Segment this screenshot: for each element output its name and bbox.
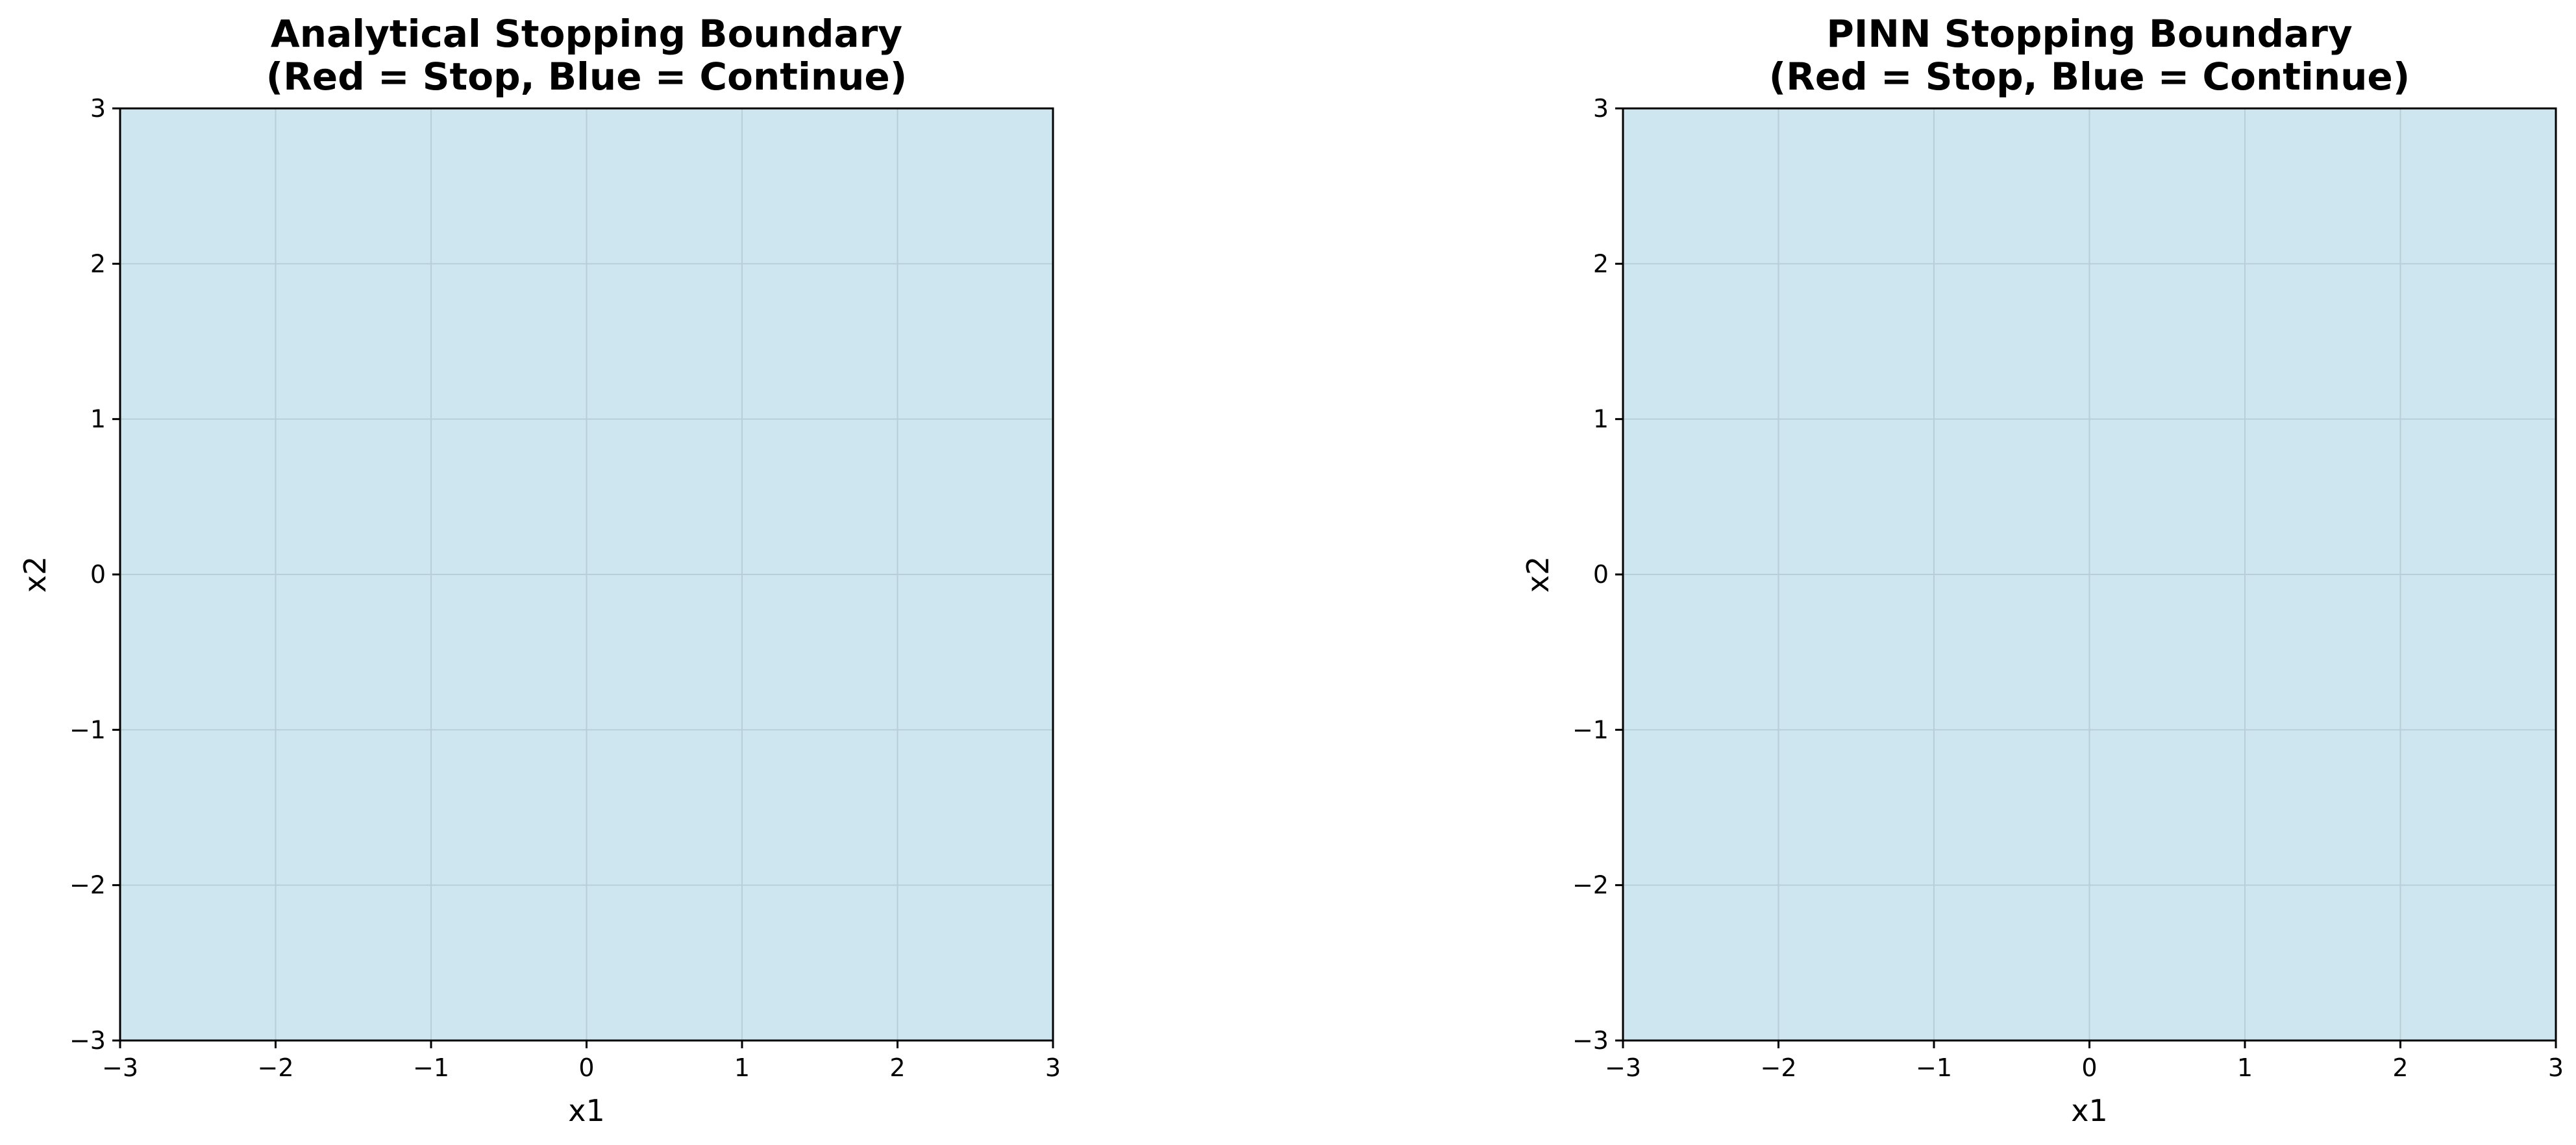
x-tick-label: −2 [1760, 1053, 1796, 1082]
x-tick-label: 0 [2081, 1053, 2097, 1082]
x-tick-label: −3 [102, 1053, 138, 1082]
y-axis-label: x2 [1520, 556, 1555, 593]
y-tick-label: 2 [1593, 249, 1609, 278]
y-tick-label: 1 [90, 405, 106, 434]
chart-title: PINN Stopping Boundary [1826, 12, 2352, 56]
y-tick-label: 0 [90, 560, 106, 589]
x-tick-label: 3 [1045, 1053, 1061, 1082]
chart-subtitle: (Red = Stop, Blue = Continue) [1769, 55, 2410, 99]
y-tick-label: −3 [1572, 1026, 1609, 1055]
x-tick-label: −3 [1605, 1053, 1641, 1082]
chart-panel-2: −3 −2 −1 0 1 2 3 −3 −2 −1 0 1 2 3 x1 x2 PINN Stopping Bo… [1520, 12, 2564, 1128]
chart-panel-1: −3 −2 −1 0 1 2 3 −3 −2 −1 0 1 2 3 x1 x2 Analytical Stopp… [18, 12, 1061, 1128]
y-tick-label: −1 [69, 715, 106, 744]
chart-subtitle: (Red = Stop, Blue = Continue) [266, 55, 908, 99]
x-tick-label: 2 [2392, 1053, 2408, 1082]
y-tick-label: 1 [1593, 405, 1609, 434]
y-tick-label: −1 [1572, 715, 1609, 744]
x-tick-label: 1 [2237, 1053, 2253, 1082]
y-tick-label: 3 [90, 94, 106, 123]
y-tick-label: −2 [69, 871, 106, 900]
x-tick-label: −1 [413, 1053, 449, 1082]
y-tick-label: −3 [69, 1026, 106, 1055]
x-tick-label: 2 [889, 1053, 905, 1082]
y-tick-label: 3 [1593, 94, 1609, 123]
x-axis-label: x1 [568, 1093, 605, 1128]
x-tick-label: 0 [578, 1053, 594, 1082]
y-axis-label: x2 [18, 556, 53, 593]
x-tick-label: −2 [257, 1053, 293, 1082]
y-tick-label: 0 [1593, 560, 1609, 589]
x-tick-label: 3 [2548, 1053, 2564, 1082]
x-tick-label: −1 [1916, 1053, 1952, 1082]
chart-title: Analytical Stopping Boundary [271, 12, 902, 56]
x-tick-label: 1 [734, 1053, 750, 1082]
y-tick-label: −2 [1572, 871, 1609, 900]
y-tick-label: 2 [90, 249, 106, 278]
x-axis-label: x1 [2071, 1093, 2108, 1128]
